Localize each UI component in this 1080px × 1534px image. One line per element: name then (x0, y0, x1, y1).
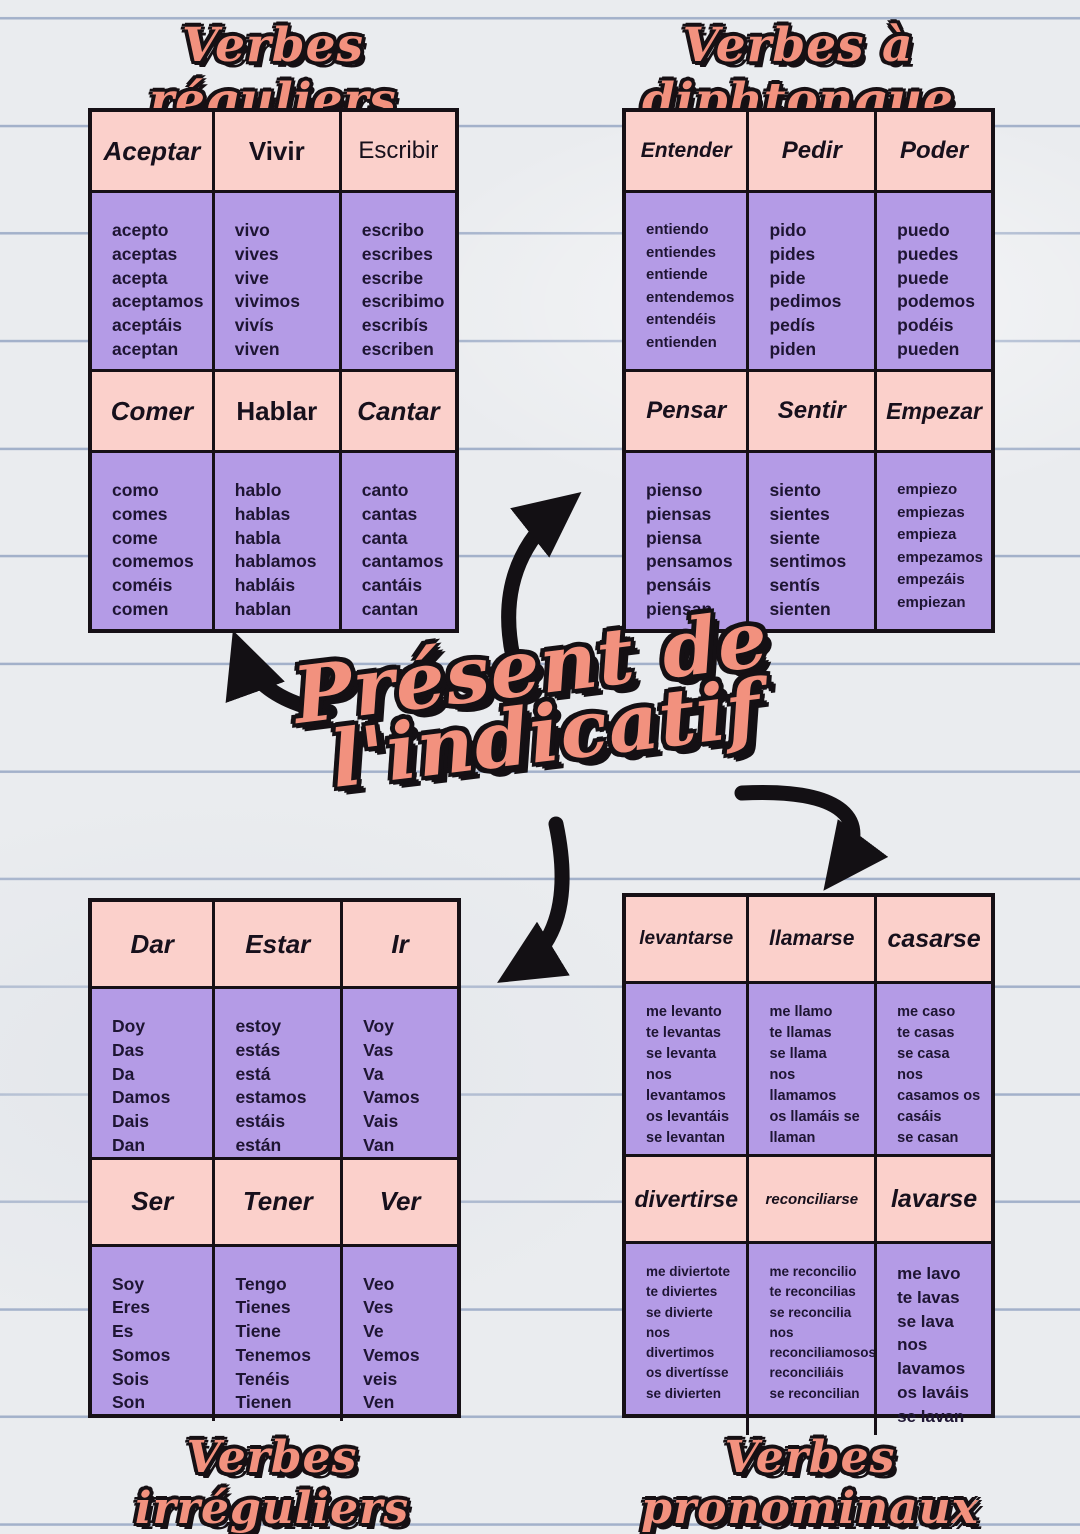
header-row: Pensar Sentir Empezar (626, 369, 991, 450)
verb-header-pedir: Pedir (746, 112, 874, 190)
conjugations-escribir: escribo escribes escribe escribimo escri… (338, 193, 455, 369)
verb-header-ir: Ir (340, 902, 457, 986)
conjugations-sentir: siento sientes siente sentimos sentís si… (746, 453, 874, 629)
verb-table-diphthong: Entender Pedir Poder entiendo entiendes … (622, 108, 995, 633)
conjugations-empezar: empiezo empiezas empieza empezamos empez… (874, 453, 991, 629)
verb-header-comer: Comer (110, 395, 194, 426)
conjugations-lavarse: me lavo te lavas se lava nos lavamos os … (874, 1244, 991, 1435)
verb-header-llamarse: llamarse (746, 897, 874, 981)
verb-header-empezar: Empezar (874, 372, 991, 450)
header-row: Comer Hablar Cantar (92, 369, 455, 450)
conjugation-row: me levanto te levantas se levanta nos le… (626, 981, 991, 1156)
verb-header-poder: Poder (874, 112, 991, 190)
conjugations-llamarse: me llamo te llamas se llama nos llamamos… (746, 984, 874, 1156)
verb-header-cantar: Cantar (338, 372, 455, 450)
header-row: levantarse llamarse casarse (626, 897, 991, 981)
verb-header-entender: Entender (640, 139, 732, 162)
conjugations-vivir: vivo vives vive vivimos vivís viven (211, 193, 339, 369)
conjugations-tener: Tengo Tienes Tiene Tenemos Tenéis Tienen (212, 1246, 340, 1422)
conjugations-divertirse: me diviertote te diviertes se divierte n… (646, 1264, 731, 1401)
conjugations-hablar: hablo hablas habla hablamos habláis habl… (211, 453, 339, 629)
conjugations-ir: Voy Vas Va Vamos Vais Van (340, 989, 457, 1164)
verb-header-escribir: Escribir (338, 112, 455, 190)
conjugation-row: entiendo entiendes entiende entendemos e… (626, 190, 991, 369)
conjugations-pensar: pienso piensas piensa pensamos pensáis p… (646, 480, 733, 619)
group-label-pronominal-verbs: Verbes pronominaux (641, 1432, 979, 1534)
conjugations-cantar: canto cantas canta cantamos cantáis cant… (338, 453, 455, 629)
verb-table-regular: Aceptar Vivir Escribir acepto aceptas ac… (88, 108, 459, 633)
verb-header-ver: Ver (340, 1159, 457, 1244)
conjugation-row: como comes come comemos coméis comen hab… (92, 450, 455, 629)
conjugations-casarse: me caso te casas se casa nos casamos os … (874, 984, 991, 1156)
conjugations-ser: Soy Eres Es Somos Sois Son (112, 1273, 171, 1413)
verb-header-sentir: Sentir (746, 372, 874, 450)
verb-header-vivir: Vivir (211, 112, 339, 190)
verb-header-ser: Ser (131, 1186, 174, 1216)
header-row: Entender Pedir Poder (626, 112, 991, 190)
conjugations-comer: como comes come comemos coméis comen (112, 480, 194, 619)
verb-header-divertirse: divertirse (634, 1185, 738, 1212)
conjugations-entender: entiendo entiendes entiende entendemos e… (646, 221, 735, 351)
verb-header-tener: Tener (212, 1159, 340, 1244)
verb-header-aceptar: Aceptar (103, 135, 201, 166)
conjugation-row: pienso piensas piensa pensamos pensáis p… (626, 450, 991, 629)
verb-header-hablar: Hablar (211, 372, 339, 450)
header-row: Aceptar Vivir Escribir (92, 112, 455, 190)
group-label-irregular-verbs: Verbes irréguliers (134, 1432, 410, 1534)
verb-header-levantarse: levantarse (639, 928, 734, 949)
conjugations-levantarse: me levanto te levantas se levanta nos le… (646, 1004, 730, 1147)
conjugation-row: Soy Eres Es Somos Sois Son Tengo Tienes … (92, 1243, 457, 1422)
conjugations-reconciliarse: me reconcilio te reconcilias se reconcil… (746, 1244, 876, 1435)
verb-header-lavarse: lavarse (874, 1157, 991, 1241)
conjugations-aceptar: acepto aceptas acepta aceptamos aceptáis… (112, 220, 204, 359)
header-row: divertirse reconciliarse lavarse (626, 1154, 991, 1241)
conjugations-estar: estoy estás está estamos estáis están (212, 989, 340, 1164)
header-row: Dar Estar Ir (92, 902, 457, 986)
verb-header-estar: Estar (212, 902, 340, 986)
conjugation-row: acepto aceptas acepta aceptamos aceptáis… (92, 190, 455, 369)
verb-header-casarse: casarse (874, 897, 991, 981)
verb-table-pronominal: levantarse llamarse casarse me levanto t… (622, 893, 995, 1435)
conjugation-row: me diviertote te diviertes se divierte n… (626, 1241, 991, 1435)
conjugations-pedir: pido pides pide pedimos pedís piden (746, 193, 874, 369)
conjugations-dar: Doy Das Da Damos Dais Dan (112, 1016, 171, 1155)
conjugations-poder: puedo puedes puede podemos podéis pueden (874, 193, 991, 369)
verb-table-irregular: Dar Estar Ir Doy Das Da Damos Dais Dan e… (88, 898, 461, 1422)
conjugations-ver: Veo Ves Ve Vemos veis Ven (340, 1246, 457, 1422)
verb-header-reconciliarse: reconciliarse (746, 1157, 874, 1241)
header-row: Ser Tener Ver (92, 1156, 457, 1244)
verb-header-pensar: Pensar (646, 397, 727, 424)
conjugation-row: Doy Das Da Damos Dais Dan estoy estás es… (92, 986, 457, 1164)
verb-header-dar: Dar (130, 928, 174, 959)
